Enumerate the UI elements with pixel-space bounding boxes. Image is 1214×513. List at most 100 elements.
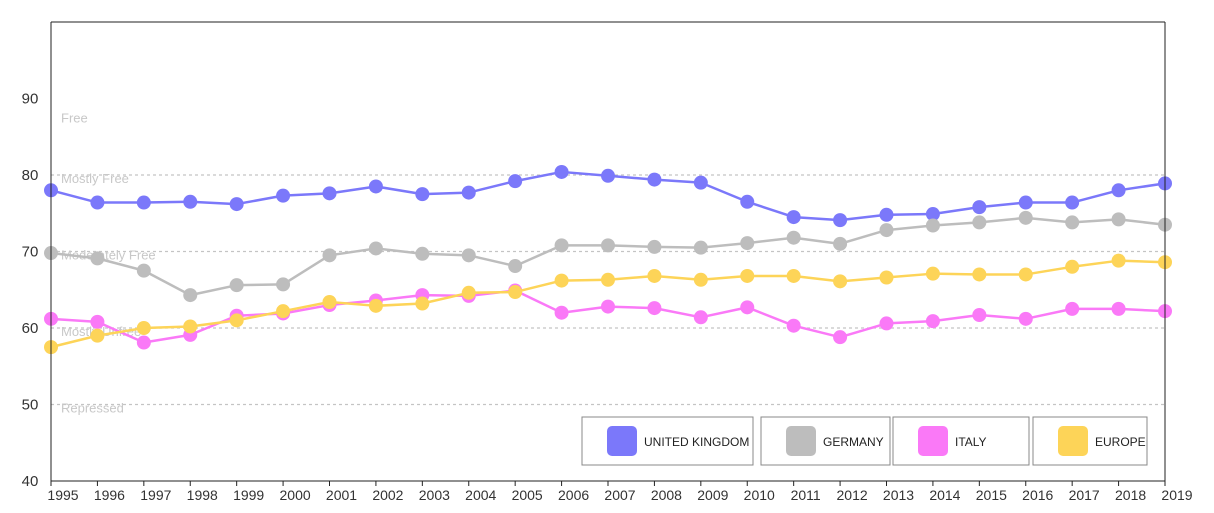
data-point [833, 236, 848, 251]
data-point [647, 239, 662, 254]
legend-swatch [607, 426, 637, 456]
data-point [1065, 259, 1080, 274]
data-point [229, 197, 244, 212]
data-point [647, 301, 662, 316]
data-point [229, 278, 244, 293]
data-point [647, 268, 662, 283]
data-point [833, 330, 848, 345]
legend: UNITED KINGDOM GERMANY ITALY EUROPE [581, 416, 1148, 466]
data-point [322, 186, 337, 201]
x-tick-label: 2000 [280, 487, 311, 503]
data-point [1111, 183, 1126, 198]
data-point [1065, 215, 1080, 230]
data-point [276, 188, 291, 203]
x-tick-label: 2014 [929, 487, 960, 503]
data-point [879, 316, 894, 331]
data-point [693, 240, 708, 255]
y-tick-label: 60 [22, 320, 39, 337]
data-point [368, 179, 383, 194]
series-germany [44, 210, 1172, 303]
x-tick-label: 2002 [372, 487, 403, 503]
legend-box [892, 416, 1030, 466]
data-point [1065, 301, 1080, 316]
data-point [601, 238, 615, 253]
x-tick-label: 2016 [1022, 487, 1053, 503]
data-point [276, 277, 291, 292]
data-point [647, 172, 662, 187]
x-tick-label: 2019 [1161, 487, 1192, 503]
data-point [90, 251, 105, 266]
data-point [1018, 311, 1033, 326]
legend-box [760, 416, 891, 466]
data-point [136, 321, 151, 335]
zone-label: Mostly Free [61, 171, 129, 186]
data-point [554, 164, 569, 179]
data-point [554, 305, 569, 320]
legend-label: GERMANY [823, 435, 884, 449]
x-tick-label: 1999 [233, 487, 264, 503]
data-point [1111, 301, 1126, 316]
data-point [368, 298, 383, 313]
data-point [508, 285, 523, 300]
x-tick-label: 2009 [697, 487, 728, 503]
legend-item: EUROPE [1032, 416, 1148, 466]
data-point [1111, 212, 1126, 227]
legend-label: ITALY [955, 435, 987, 449]
series-italy [44, 283, 1172, 350]
zone-label: Moderately Free [61, 248, 156, 263]
data-point [415, 246, 430, 261]
legend-swatch [918, 426, 948, 456]
zone-label: Repressed [61, 401, 124, 416]
data-point [322, 248, 337, 263]
data-point [136, 263, 151, 278]
data-point [136, 335, 151, 350]
data-point [508, 174, 523, 189]
y-tick-label: 70 [22, 244, 39, 261]
series-europe [44, 253, 1172, 355]
data-point [1018, 210, 1033, 225]
x-tick-label: 2007 [604, 487, 635, 503]
axes: 40 50 60 70 80 90 1995 1996 1997 1998 1999 2000 2001… [22, 21, 1193, 503]
x-tick-label: 1997 [140, 487, 171, 503]
data-point [229, 313, 244, 328]
legend-label: UNITED KINGDOM [644, 435, 749, 449]
data-point [601, 272, 615, 287]
data-point [90, 328, 105, 343]
data-point [786, 318, 801, 333]
x-tick-label: 2012 [837, 487, 868, 503]
data-point [833, 274, 848, 289]
x-tick-label: 2015 [976, 487, 1007, 503]
data-point [183, 319, 198, 334]
data-point [461, 248, 476, 263]
data-point [601, 168, 615, 183]
data-point [415, 296, 430, 311]
data-point [183, 194, 198, 209]
data-point [972, 307, 987, 322]
data-point [740, 268, 755, 283]
data-point [183, 288, 198, 303]
data-point [1065, 195, 1080, 210]
x-tick-label: 2004 [465, 487, 496, 503]
data-point [693, 175, 708, 190]
data-point [461, 185, 476, 200]
legend-swatch [786, 426, 816, 456]
data-point [833, 213, 848, 228]
data-point [925, 266, 940, 281]
x-tick-label: 2005 [512, 487, 543, 503]
data-point [461, 285, 476, 300]
data-point [972, 215, 987, 230]
x-tick-label: 2017 [1069, 487, 1100, 503]
data-point [601, 299, 615, 314]
x-tick-label: 2011 [791, 487, 821, 503]
data-point [368, 241, 383, 256]
data-point [786, 210, 801, 225]
data-point [925, 218, 940, 233]
y-tick-label: 80 [22, 167, 39, 184]
data-point [1111, 253, 1126, 268]
x-tick-label: 2013 [883, 487, 914, 503]
legend-swatch [1058, 426, 1088, 456]
y-tick-label: 40 [22, 473, 39, 490]
